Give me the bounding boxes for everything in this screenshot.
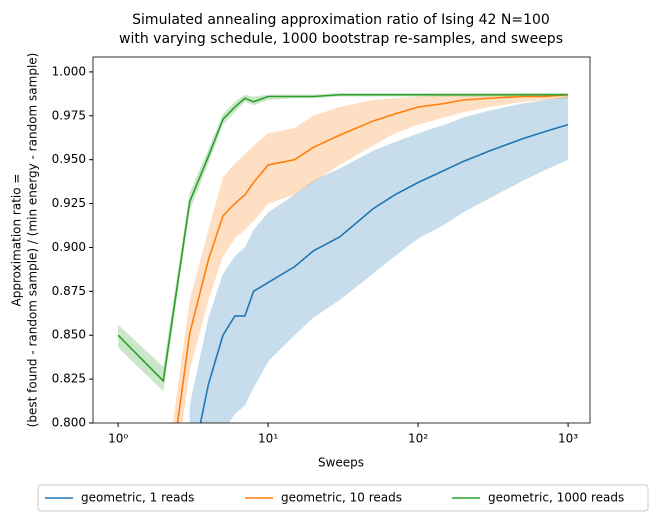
- legend-label: geometric, 1000 reads: [488, 491, 624, 505]
- y-tick-label: 0.950: [52, 152, 86, 166]
- y-tick-label: 0.925: [52, 196, 86, 210]
- y-tick-label: 0.975: [52, 108, 86, 122]
- y-tick-label: 0.850: [52, 328, 86, 342]
- x-tick-label: 10⁰: [108, 432, 128, 446]
- series-line: [117, 93, 569, 383]
- legend-label: geometric, 10 reads: [281, 491, 402, 505]
- chart-title: Simulated annealing approximation ratio …: [132, 12, 550, 28]
- plot-frame: [92, 56, 591, 424]
- chart-title: with varying schedule, 1000 bootstrap re…: [119, 31, 563, 47]
- x-tick-label: 10³: [558, 432, 578, 446]
- y-axis-label: (best found - random sample) / (min ener…: [26, 53, 40, 428]
- y-tick-label: 0.825: [52, 372, 86, 386]
- confidence-band: [172, 94, 569, 423]
- y-tick-label: 0.900: [52, 240, 86, 254]
- x-tick-label: 10¹: [258, 432, 278, 446]
- x-tick-label: 10²: [408, 432, 428, 446]
- series-line: [199, 123, 569, 423]
- confidence-band: [189, 96, 569, 423]
- legend: [37, 484, 649, 512]
- series-line: [176, 93, 569, 423]
- y-tick-label: 0.800: [52, 416, 86, 430]
- y-tick-label: 1.000: [52, 64, 86, 78]
- y-axis-label: Approximation ratio =: [10, 174, 24, 307]
- plot-area: [117, 92, 569, 423]
- y-tick-label: 0.875: [52, 284, 86, 298]
- x-axis-label: Sweeps: [318, 456, 364, 470]
- legend-label: geometric, 1 reads: [81, 491, 194, 505]
